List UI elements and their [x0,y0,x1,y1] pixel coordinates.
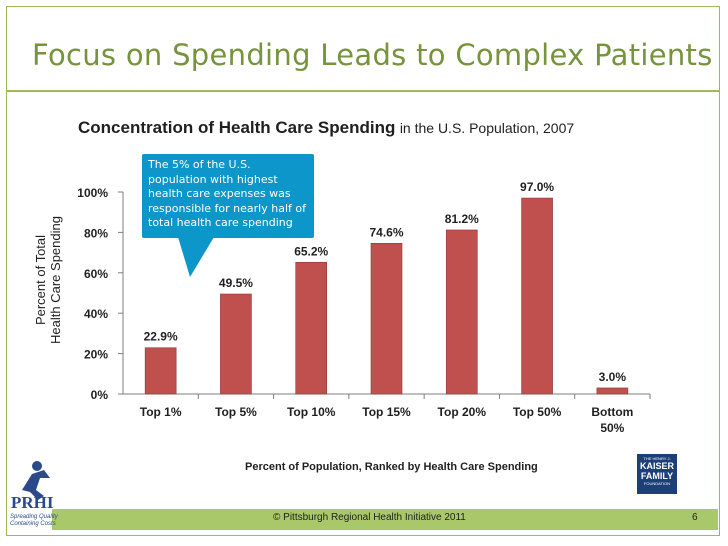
kaiser-line3: FAMILY [640,471,674,481]
chart-title-sub: in the U.S. Population, 2007 [399,120,575,136]
y-tick-label: 20% [84,348,108,362]
footer-copyright: © Pittsburgh Regional Health Initiative … [273,512,466,523]
data-label-3: 65.2% [294,244,328,258]
callout-pointer [178,237,214,277]
chart-title-main: Concentration of Health Care Spending [78,118,396,137]
bar-2 [220,293,252,395]
data-label-5: 81.2% [445,212,479,226]
bar-5 [445,229,478,395]
data-label-7: 3.0% [599,370,627,384]
x-tick-label-7: Bottom 50% [591,405,633,435]
slide-title: Focus on Spending Leads to Complex Patie… [32,38,713,72]
footer-bar [52,509,718,530]
x-tick-label-1: Top 1% [140,405,182,419]
annotation-callout: The 5% of the U.S. population with highe… [142,154,314,238]
title-divider [6,90,720,92]
x-tick-label-5: Top 20% [438,405,487,419]
data-label-6: 97.0% [520,180,554,194]
bar-7 [596,387,629,395]
kaiser-line4: FOUNDATION [643,481,671,486]
y-tick-label: 0% [91,388,109,402]
data-label-2: 49.5% [219,276,253,290]
prhi-logo: PRHI [11,461,54,512]
bar-1 [144,347,177,395]
y-tick-label: 40% [84,307,108,321]
y-tick-label: 60% [84,267,108,281]
page-number: 6 [692,512,698,523]
kaiser-logo: THE HENRY J. KAISER FAMILY FOUNDATION [637,454,677,494]
kaiser-line2: KAISER [639,461,674,471]
bar-3 [295,261,328,395]
data-label-4: 74.6% [369,225,403,239]
slide-frame [6,6,720,536]
x-axis-label: Percent of Population, Ranked by Health … [245,461,538,473]
x-tick-label-3: Top 10% [287,405,336,419]
data-label-1: 22.9% [144,330,178,344]
x-tick-label-2: Top 5% [215,405,257,419]
prhi-tagline: Spreading Quality Containing Costs [10,514,58,527]
x-tick-label-4: Top 15% [362,405,411,419]
bar-6 [521,197,553,395]
y-tick-label: 80% [84,226,108,240]
prhi-logo-text: PRHI [11,493,54,512]
y-tick-label: 100% [77,186,108,200]
x-tick-label-6: Top 50% [513,405,562,419]
bar-4 [370,243,403,395]
chart-title: Concentration of Health Care Spending in… [78,118,574,138]
kaiser-line1: THE HENRY J. [643,456,671,461]
